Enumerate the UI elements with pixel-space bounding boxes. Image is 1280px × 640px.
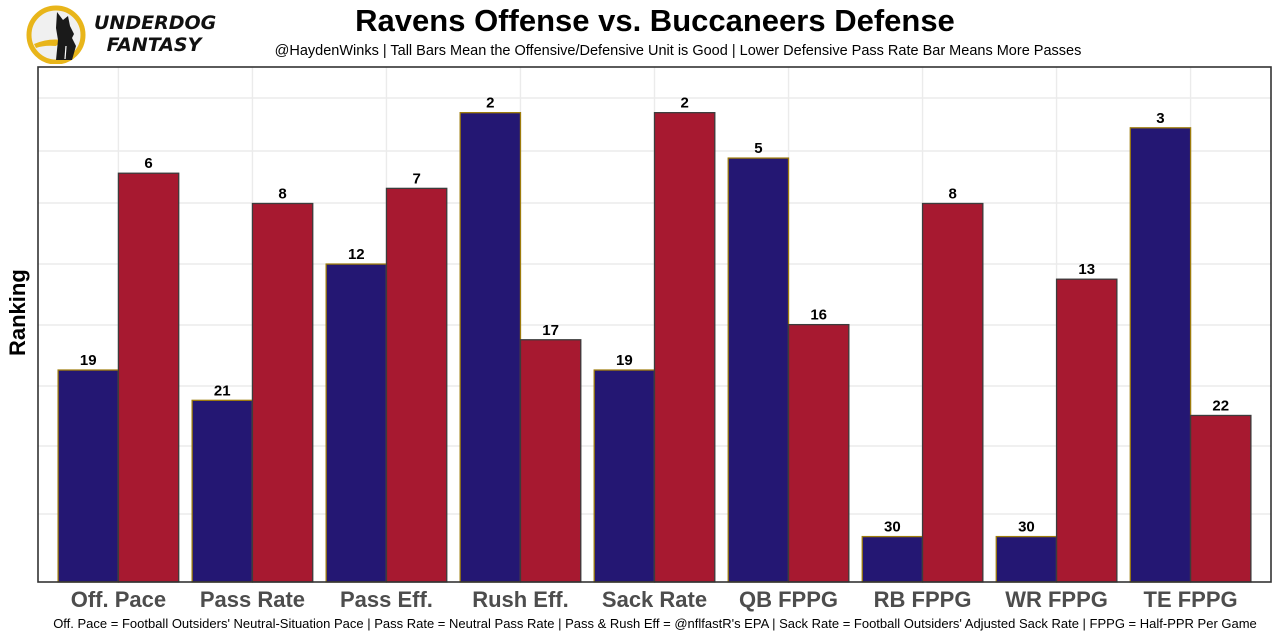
x-tick-label: WR FPPG <box>1005 587 1108 612</box>
data-label: 7 <box>412 170 420 187</box>
data-label: 16 <box>810 307 827 324</box>
bar-offense <box>727 157 790 583</box>
bar-offense <box>861 535 924 583</box>
brand-logo: UNDERDOG FANTASY <box>26 4 226 65</box>
data-label: 30 <box>1018 519 1035 536</box>
x-tick-label: RB FPPG <box>874 587 972 612</box>
data-label: 21 <box>214 382 231 399</box>
bar-offense <box>459 112 522 583</box>
data-label: 6 <box>144 155 152 172</box>
bar-offense <box>1129 127 1192 583</box>
brand-line-1: UNDERDOG <box>94 12 217 34</box>
plot-border <box>37 66 1272 583</box>
x-tick-label: Rush Eff. <box>472 587 569 612</box>
x-tick-label: TE FPPG <box>1144 587 1238 612</box>
data-label: 8 <box>278 186 286 203</box>
x-tick-label: QB FPPG <box>739 587 838 612</box>
data-label: 8 <box>949 186 957 203</box>
bar-offense <box>325 263 388 583</box>
x-tick-label: Pass Rate <box>200 587 305 612</box>
data-label: 12 <box>348 246 365 263</box>
bar-defense <box>251 202 314 583</box>
bar-defense <box>653 112 716 583</box>
bar-offense <box>995 535 1058 583</box>
chart-subtitle: @HaydenWinks | Tall Bars Mean the Offens… <box>274 43 1082 59</box>
data-label: 19 <box>80 352 97 369</box>
x-tick-label: Pass Eff. <box>340 587 433 612</box>
brand-line-2: FANTASY <box>106 34 202 56</box>
bar-offense <box>191 399 254 583</box>
data-label: 22 <box>1212 397 1229 414</box>
x-tick-label: Sack Rate <box>602 587 707 612</box>
data-label: 30 <box>884 519 901 536</box>
chart-title: Ravens Offense vs. Buccaneers Defense <box>355 3 955 38</box>
bar-defense <box>117 172 180 583</box>
data-label: 3 <box>1156 110 1164 127</box>
data-label: 5 <box>754 140 762 157</box>
bar-offense <box>593 369 656 583</box>
chart-caption: Off. Pace = Football Outsiders' Neutral-… <box>53 616 1257 631</box>
bar-defense <box>921 202 984 583</box>
data-label: 19 <box>616 352 633 369</box>
bar-defense <box>519 339 582 583</box>
data-label: 2 <box>486 95 494 112</box>
bar-defense <box>1055 278 1118 583</box>
data-label: 17 <box>542 322 559 339</box>
bar-defense <box>1189 414 1252 583</box>
data-label: 13 <box>1078 261 1095 278</box>
underdog-dog-logo-icon <box>26 5 86 65</box>
data-label: 2 <box>680 95 688 112</box>
x-tick-label: Off. Pace <box>71 587 166 612</box>
bar-defense <box>787 323 850 583</box>
bar-defense <box>385 187 448 583</box>
bar-offense <box>57 369 120 583</box>
